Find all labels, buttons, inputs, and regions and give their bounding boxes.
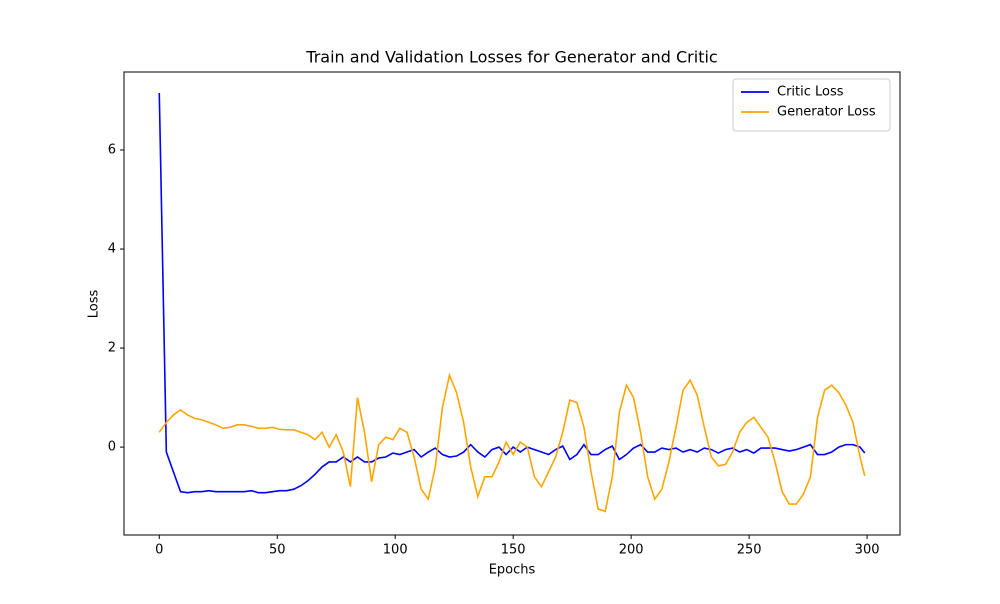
x-tick-label: 100 (383, 543, 408, 558)
x-axis-label: Epochs (489, 563, 536, 578)
x-tick-label: 200 (619, 543, 644, 558)
line-series (158, 93, 866, 494)
y-tick-label: 6 (108, 142, 116, 157)
plot-frame (123, 71, 901, 536)
legend-box (732, 78, 891, 132)
chart-title: Train and Validation Losses for Generato… (305, 48, 717, 67)
line-series (158, 372, 866, 513)
x-tick-label: 250 (737, 543, 762, 558)
legend-label: Generator Loss (777, 105, 876, 120)
y-tick-label: 0 (108, 440, 116, 455)
x-tick-label: 0 (155, 543, 163, 558)
x-tick-label: 150 (501, 543, 526, 558)
legend-label: Critic Loss (777, 85, 844, 100)
x-tick-label: 300 (855, 543, 880, 558)
y-tick-label: 2 (108, 341, 116, 356)
x-tick-label: 50 (269, 543, 286, 558)
y-tick-label: 4 (108, 242, 116, 257)
y-axis-label: Loss (87, 290, 102, 319)
